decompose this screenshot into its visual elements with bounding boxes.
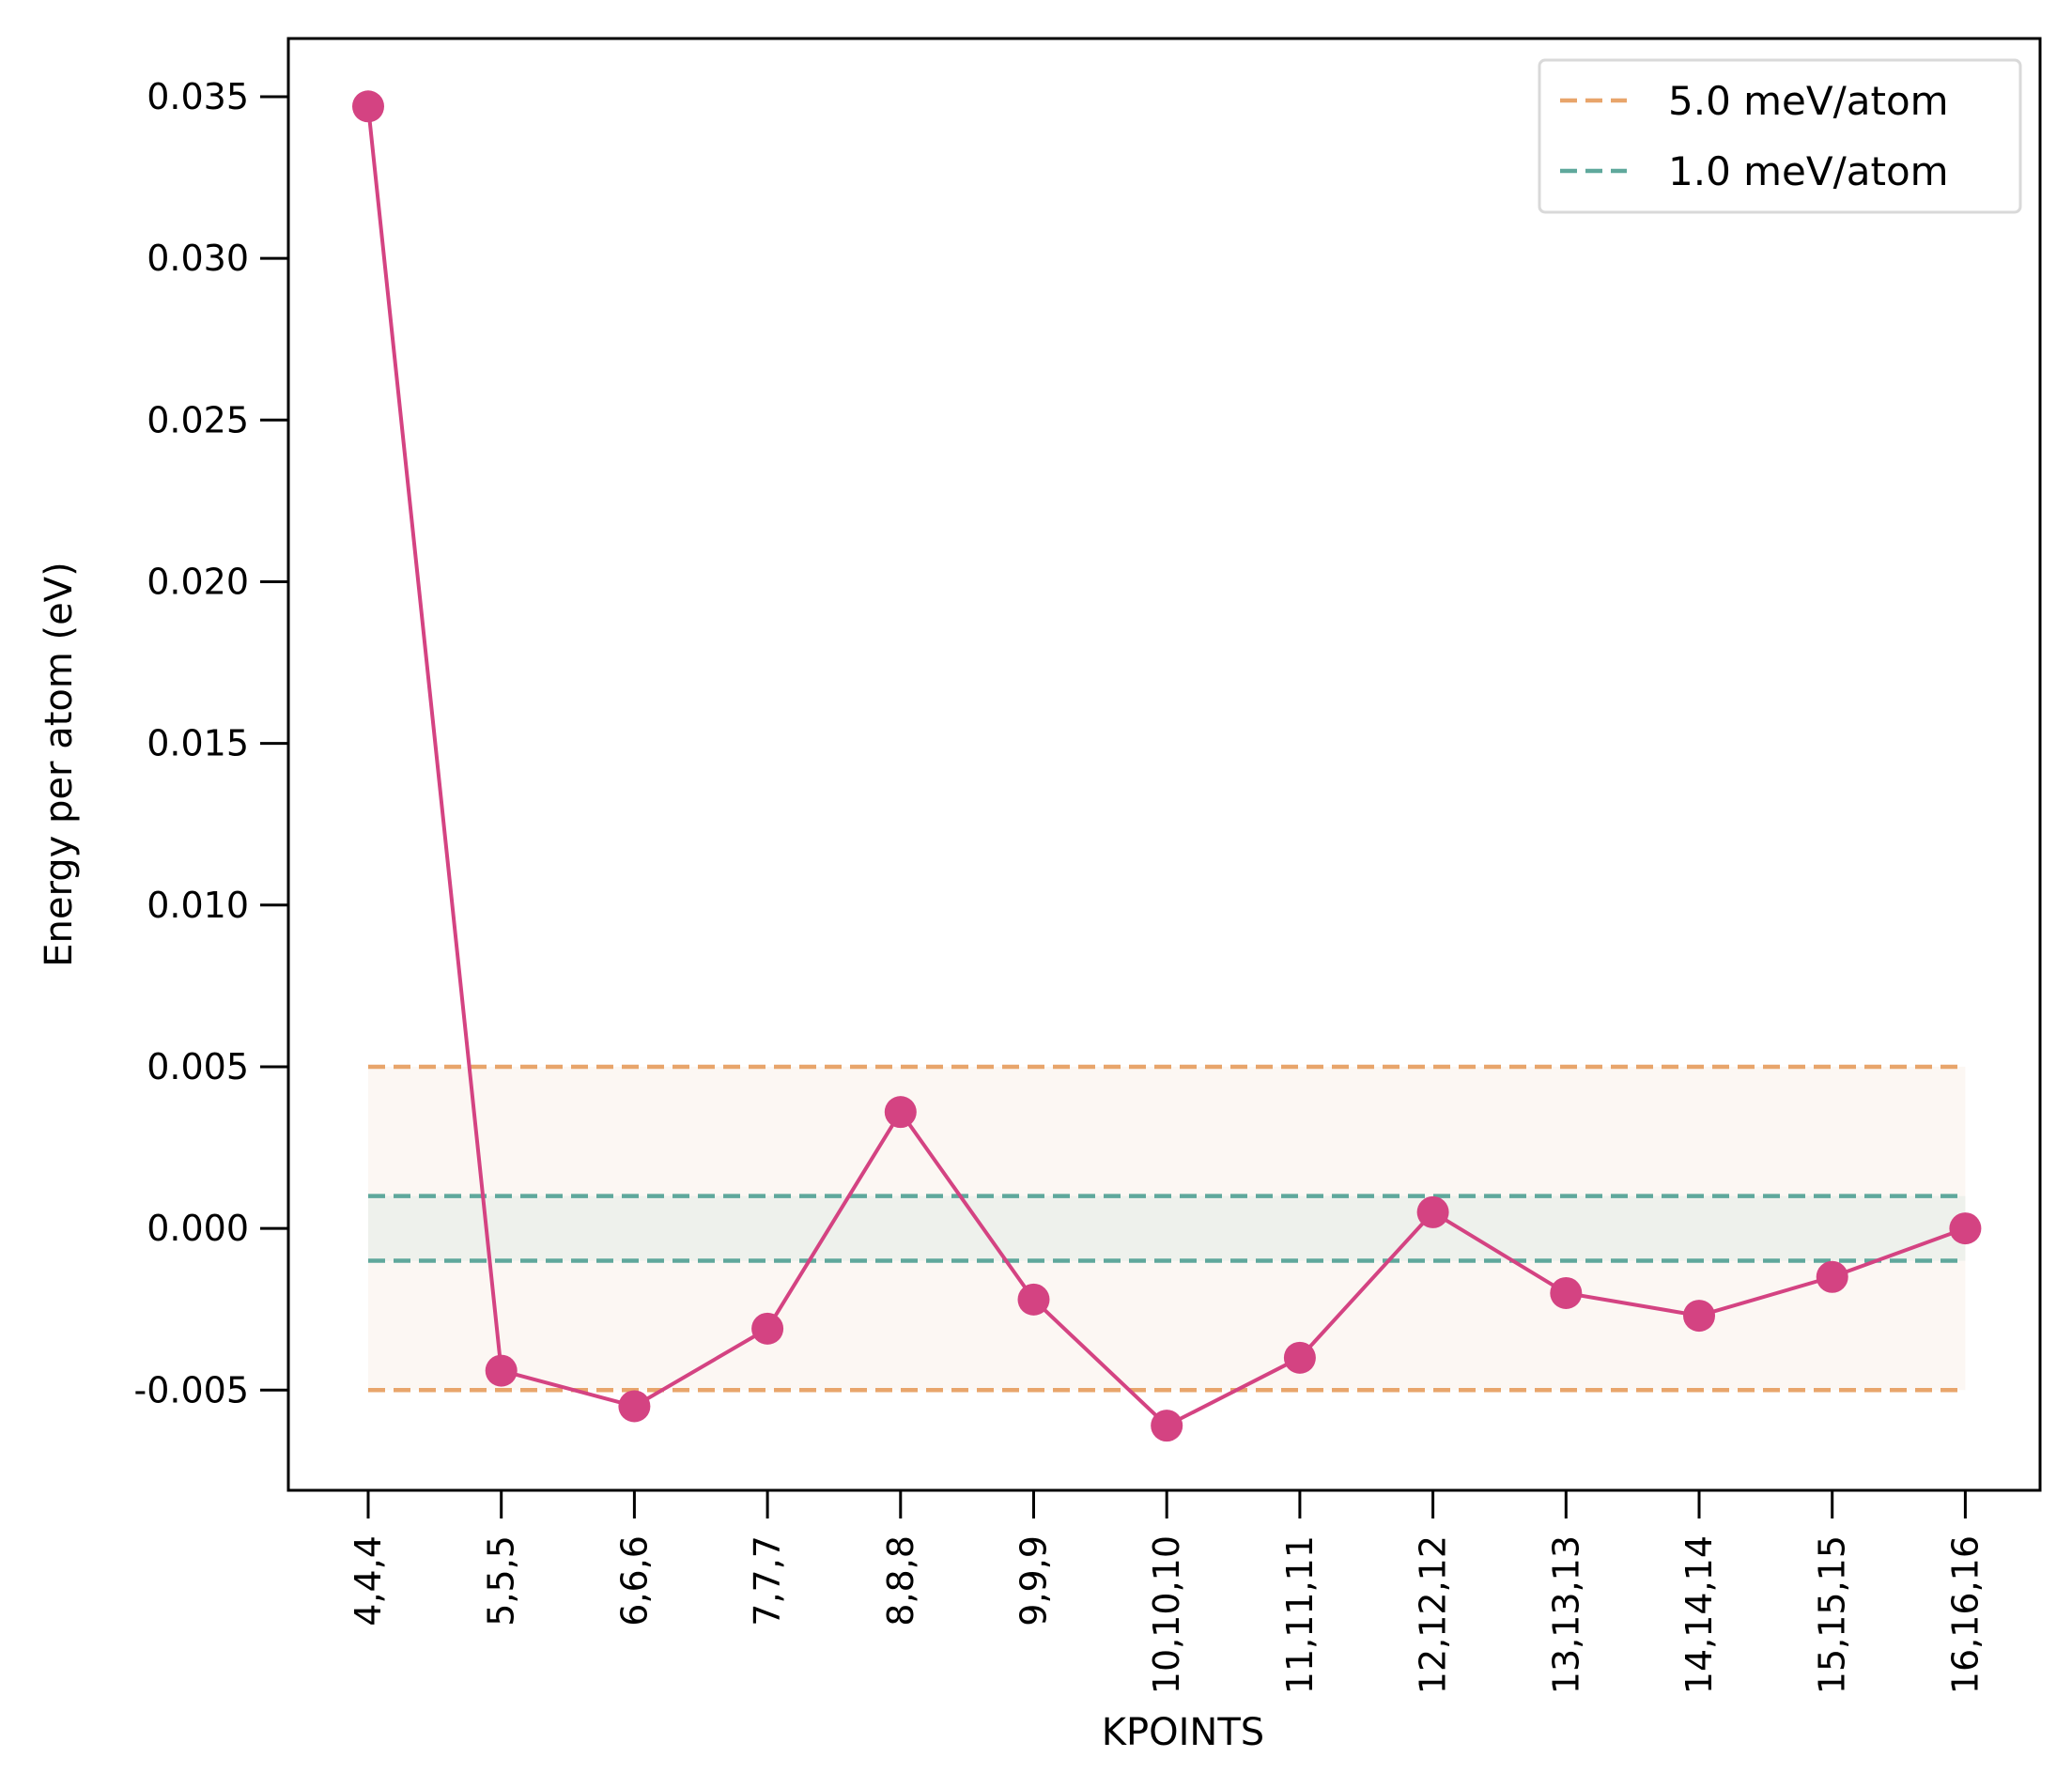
legend-box <box>1538 58 2022 214</box>
x-tick-label: 13,13,13 <box>1545 1535 1586 1694</box>
x-tick-label: 5,5,5 <box>481 1535 522 1626</box>
data-point <box>1683 1300 1715 1333</box>
legend-label: 5.0 meV/atom <box>1668 78 1949 124</box>
x-tick-label: 4,4,4 <box>348 1535 389 1626</box>
y-tick-label: 0.025 <box>147 399 249 440</box>
series-layer <box>352 90 1982 1442</box>
x-tick-label: 9,9,9 <box>1013 1535 1055 1626</box>
data-point <box>1151 1410 1183 1442</box>
x-tick-label: 14,14,14 <box>1678 1535 1720 1694</box>
y-axis: 0.035 0.030 0.025 0.020 0.015 0.010 0.005 0.000… <box>134 76 288 1410</box>
x-axis: 4,4,4 5,5,5 6,6,6 7,7,7 8,8,8 9,9,9 10,10,10 11… <box>348 1490 1986 1694</box>
data-point <box>485 1354 518 1387</box>
data-point <box>352 90 384 123</box>
y-axis-label: Energy per atom (eV) <box>38 562 81 966</box>
x-tick-label: 16,16,16 <box>1944 1535 1986 1694</box>
x-tick-label: 6,6,6 <box>613 1535 655 1626</box>
y-tick-label: 0.020 <box>147 561 249 602</box>
y-tick-label: 0.005 <box>147 1046 249 1087</box>
y-tick-label: 0.000 <box>147 1208 249 1249</box>
threshold-bands <box>368 1066 1966 1391</box>
data-point <box>1416 1195 1449 1228</box>
plot-frame <box>286 37 2042 1492</box>
x-tick-label: 7,7,7 <box>747 1535 788 1626</box>
data-point <box>1949 1212 1982 1245</box>
data-point <box>1283 1341 1316 1374</box>
x-tick-label: 8,8,8 <box>880 1535 921 1626</box>
x-tick-label: 10,10,10 <box>1146 1535 1187 1694</box>
y-tick-label: 0.010 <box>147 885 249 926</box>
data-point <box>884 1096 917 1129</box>
y-tick-label: 0.030 <box>147 238 249 279</box>
data-point <box>1017 1283 1050 1316</box>
x-tick-label: 12,12,12 <box>1413 1535 1454 1694</box>
y-tick-label: 0.035 <box>147 76 249 117</box>
data-point <box>1816 1260 1848 1293</box>
threshold-lines <box>368 1064 1966 1393</box>
y-tick-label: -0.005 <box>134 1369 250 1410</box>
data-point <box>751 1312 784 1345</box>
legend-label: 1.0 meV/atom <box>1668 148 1949 194</box>
x-tick-label: 11,11,11 <box>1279 1535 1321 1694</box>
legend: 5.0 meV/atom 1.0 meV/atom <box>1538 58 2022 214</box>
x-axis-label: KPOINTS <box>1102 1711 1264 1754</box>
y-tick-label: 0.015 <box>147 723 249 764</box>
x-tick-label: 15,15,15 <box>1812 1535 1853 1694</box>
threshold-band-1 <box>368 1195 1966 1261</box>
data-point <box>618 1390 651 1423</box>
data-point <box>1550 1276 1583 1309</box>
